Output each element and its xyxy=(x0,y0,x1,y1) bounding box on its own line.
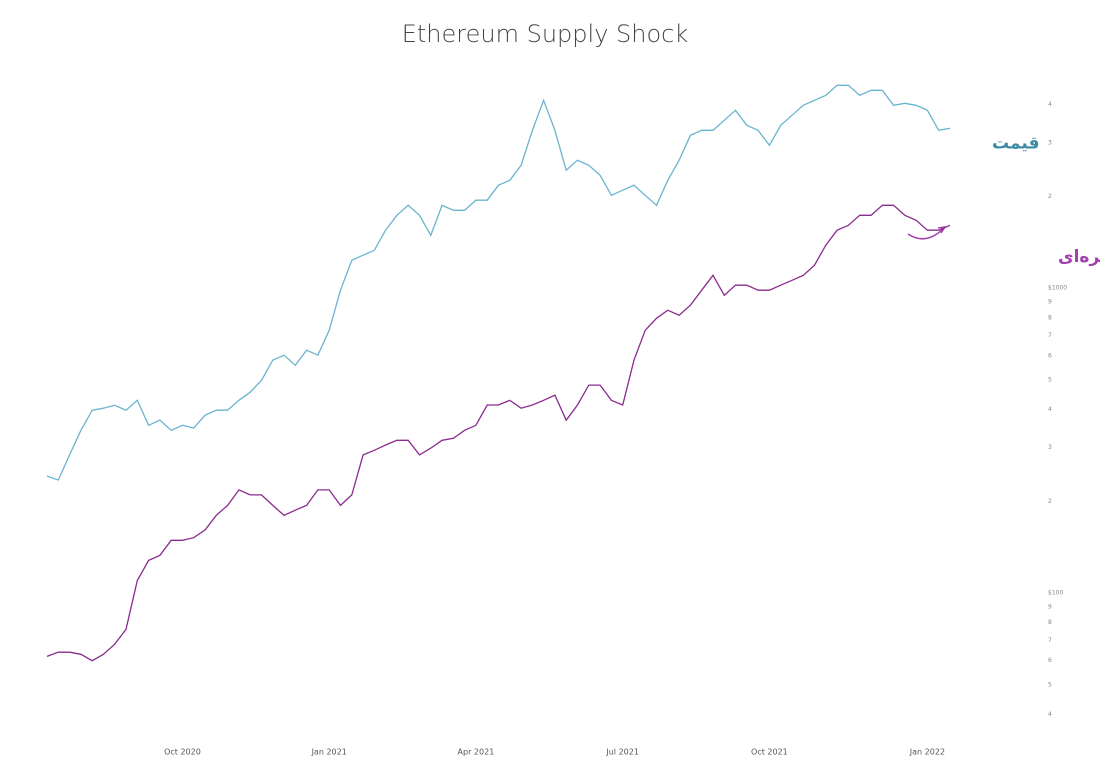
y-tick-label: 8 xyxy=(1048,619,1052,626)
y-tick-label: 6 xyxy=(1048,352,1052,359)
y-tick-label: 8 xyxy=(1048,314,1052,321)
chart-title: Ethereum Supply Shock xyxy=(402,20,689,48)
x-tick-label: Apr 2021 xyxy=(458,748,495,757)
y-tick-label: 9 xyxy=(1048,299,1052,306)
x-tick-label: Oct 2021 xyxy=(751,748,788,757)
y-tick-label: 2 xyxy=(1048,498,1052,505)
y-tick-label: 7 xyxy=(1048,332,1052,339)
series-label: تقاضای درون زنجیره‌ای xyxy=(1058,247,1100,267)
y-tick-label: 4 xyxy=(1048,711,1052,718)
annotation-arrow xyxy=(907,227,945,240)
y-tick-label: 3 xyxy=(1048,139,1052,146)
x-tick-label: Jan 2021 xyxy=(311,748,347,757)
x-tick-label: Jul 2021 xyxy=(605,748,639,757)
y-tick-label: 3 xyxy=(1048,444,1052,451)
line-series xyxy=(46,204,951,662)
y-tick-label: 5 xyxy=(1048,681,1052,688)
y-tick-label: 9 xyxy=(1048,604,1052,611)
x-tick-label: Jan 2022 xyxy=(909,748,945,757)
y-tick-label: 4 xyxy=(1048,406,1052,413)
y-tick-label: 2 xyxy=(1048,193,1052,200)
y-tick-label: 5 xyxy=(1048,377,1052,384)
y-tick-label: 6 xyxy=(1048,657,1052,664)
y-tick-label: $100 xyxy=(1048,590,1063,597)
x-tick-label: Oct 2020 xyxy=(164,748,201,757)
y-tick-label: 7 xyxy=(1048,637,1052,644)
series-label: قیمت xyxy=(992,133,1039,153)
y-tick-label: $1000 xyxy=(1048,285,1067,292)
y-tick-label: 4 xyxy=(1048,101,1052,108)
line-series xyxy=(46,84,951,481)
